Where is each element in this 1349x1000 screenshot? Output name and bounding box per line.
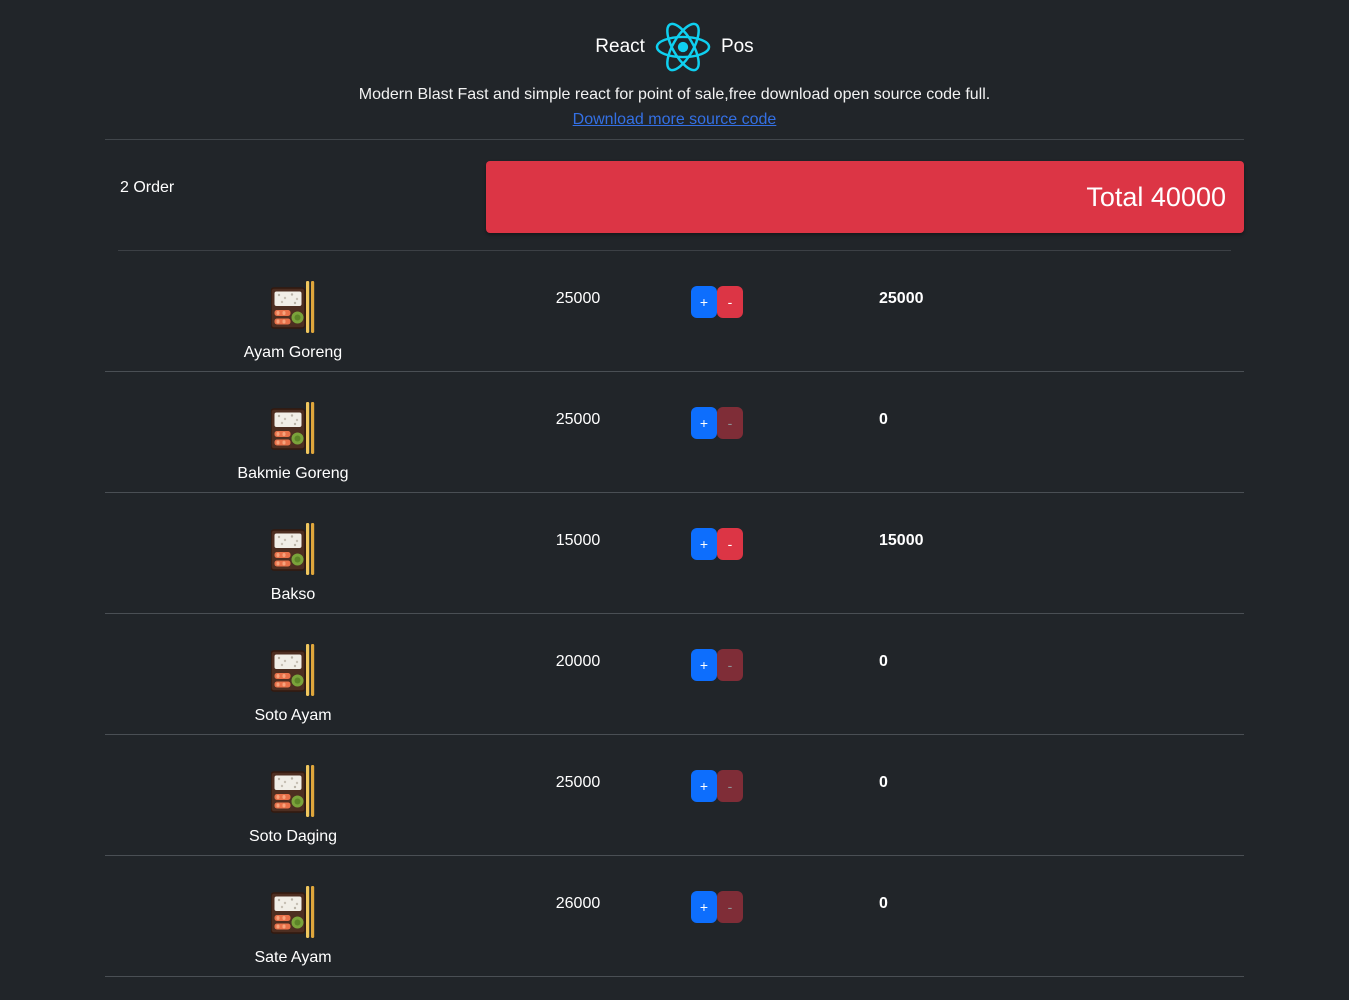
product-cell: Bakmie Goreng (105, 402, 481, 492)
product-price: 25000 (555, 290, 601, 307)
pos-page: React Pos Modern Blast Fast and simple r… (105, 0, 1244, 977)
increase-quantity-button[interactable]: + (691, 407, 717, 439)
product-price: 25000 (555, 774, 601, 791)
increase-quantity-button[interactable]: + (691, 770, 717, 802)
product-list: Ayam Goreng 25000 + - 25000 (105, 251, 1244, 977)
decrease-quantity-button[interactable]: - (717, 770, 743, 802)
product-row: Soto Daging 25000 + - 0 (105, 735, 1244, 856)
decrease-quantity-button[interactable]: - (717, 286, 743, 318)
product-cell: Sate Ayam (105, 886, 481, 976)
download-source-link[interactable]: Download more source code (572, 111, 777, 128)
product-name: Bakmie Goreng (237, 465, 349, 482)
decrease-quantity-button[interactable]: - (717, 407, 743, 439)
increase-quantity-button[interactable]: + (691, 286, 717, 318)
quantity-controls: + - (675, 886, 879, 976)
product-subtotal: 0 (879, 653, 888, 670)
product-subtotal: 25000 (879, 290, 924, 307)
product-subtotal: 0 (879, 774, 888, 791)
product-name: Soto Ayam (254, 707, 332, 724)
order-summary: 2 Order Total 40000 (105, 140, 1244, 250)
brand-left-text: React (595, 36, 645, 57)
product-name: Bakso (270, 586, 316, 603)
quantity-controls: + - (675, 765, 879, 855)
product-cell: Soto Daging (105, 765, 481, 855)
bento-box-icon (270, 402, 315, 454)
product-name: Ayam Goreng (243, 344, 343, 361)
product-subtotal: 0 (879, 411, 888, 428)
decrease-quantity-button[interactable]: - (717, 528, 743, 560)
product-price: 26000 (555, 895, 601, 912)
react-logo-icon (654, 20, 712, 74)
increase-quantity-button[interactable]: + (691, 528, 717, 560)
product-row: Ayam Goreng 25000 + - 25000 (105, 251, 1244, 372)
quantity-controls: + - (675, 644, 879, 734)
quantity-controls: + - (675, 523, 879, 613)
product-name: Sate Ayam (254, 949, 332, 966)
total-label: Total 40000 (1086, 181, 1226, 212)
product-price: 15000 (555, 532, 601, 549)
decrease-quantity-button[interactable]: - (717, 649, 743, 681)
product-row: Bakmie Goreng 25000 + - 0 (105, 372, 1244, 493)
quantity-controls: + - (675, 402, 879, 492)
tagline: Modern Blast Fast and simple react for p… (358, 86, 991, 103)
bento-box-icon (270, 765, 315, 817)
product-subtotal: 15000 (879, 532, 924, 549)
product-price: 20000 (555, 653, 601, 670)
product-cell: Bakso (105, 523, 481, 613)
order-count-label: 2 Order (120, 179, 175, 196)
product-row: Soto Ayam 20000 + - 0 (105, 614, 1244, 735)
product-row: Sate Ayam 26000 + - 0 (105, 856, 1244, 977)
bento-box-icon (270, 644, 315, 696)
product-subtotal: 0 (879, 895, 888, 912)
quantity-controls: + - (675, 281, 879, 371)
brand-right-text: Pos (720, 36, 754, 57)
product-row: Bakso 15000 + - 15000 (105, 493, 1244, 614)
product-name: Soto Daging (248, 828, 338, 845)
brand: React Pos (105, 20, 1244, 74)
bento-box-icon (270, 281, 315, 333)
app-header: React Pos Modern Blast Fast and simple r… (105, 0, 1244, 140)
increase-quantity-button[interactable]: + (691, 891, 717, 923)
product-cell: Ayam Goreng (105, 281, 481, 371)
bento-box-icon (270, 886, 315, 938)
bento-box-icon (270, 523, 315, 575)
summary-divider (118, 250, 1231, 251)
product-cell: Soto Ayam (105, 644, 481, 734)
product-price: 25000 (555, 411, 601, 428)
total-banner: Total 40000 (486, 161, 1244, 233)
increase-quantity-button[interactable]: + (691, 649, 717, 681)
decrease-quantity-button[interactable]: - (717, 891, 743, 923)
